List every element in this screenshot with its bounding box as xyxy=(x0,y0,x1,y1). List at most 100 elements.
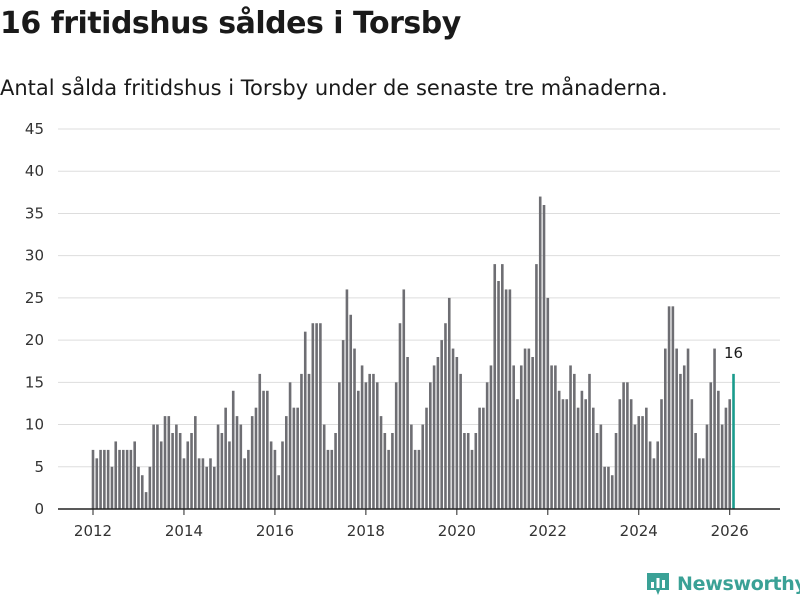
bar xyxy=(713,348,716,509)
bar xyxy=(648,441,652,509)
bar xyxy=(228,441,231,509)
bar xyxy=(493,264,497,509)
bar xyxy=(341,340,345,509)
bar xyxy=(406,357,409,509)
bar xyxy=(122,449,125,509)
y-axis-labels: 0 5 10 15 20 25 30 35 40 45 xyxy=(25,120,44,518)
bar xyxy=(633,424,637,509)
bar xyxy=(247,449,250,509)
chart-title: 16 fritidshus såldes i Torsby xyxy=(0,6,461,41)
bar xyxy=(591,407,595,509)
bar xyxy=(478,407,481,509)
bar xyxy=(387,449,390,509)
annotations: 16 xyxy=(724,344,743,362)
x-tick-label-2018: 2018 xyxy=(347,522,385,540)
bar xyxy=(266,390,269,509)
bar xyxy=(417,449,421,509)
bar xyxy=(652,458,656,509)
bar xyxy=(353,348,356,509)
bar xyxy=(303,331,307,509)
bar xyxy=(527,348,531,509)
bar xyxy=(273,449,277,509)
bar xyxy=(216,424,220,509)
bar xyxy=(334,433,337,509)
bar xyxy=(554,365,557,509)
bar xyxy=(364,382,368,509)
bar xyxy=(110,466,114,509)
y-tick-label-35: 35 xyxy=(25,204,44,222)
bar xyxy=(565,399,569,509)
y-tick-label-5: 5 xyxy=(34,458,44,476)
bar xyxy=(610,475,614,509)
y-tick-label-45: 45 xyxy=(25,120,44,138)
x-tick-label-2022: 2022 xyxy=(529,522,567,540)
bar xyxy=(167,416,171,509)
bar xyxy=(474,433,478,509)
bar xyxy=(322,424,326,509)
bar xyxy=(489,365,493,509)
bar xyxy=(190,433,193,509)
bar xyxy=(375,382,379,509)
bar xyxy=(372,373,375,509)
bar xyxy=(349,314,353,509)
bar xyxy=(421,424,425,509)
bar xyxy=(156,424,159,509)
bar xyxy=(220,433,224,509)
bar xyxy=(106,449,110,509)
bar xyxy=(728,399,732,509)
bar xyxy=(573,373,576,509)
bar xyxy=(383,433,387,509)
bar xyxy=(394,382,398,509)
bar xyxy=(379,416,383,509)
bar xyxy=(129,449,133,509)
bar xyxy=(250,416,254,509)
bar xyxy=(432,365,436,509)
bar xyxy=(485,382,489,509)
bar xyxy=(440,340,443,509)
bar xyxy=(444,323,447,509)
bar xyxy=(501,264,504,509)
bar xyxy=(277,475,281,509)
bar xyxy=(523,348,527,509)
bar xyxy=(720,424,724,509)
brand-name: Newsworthy xyxy=(677,573,800,595)
bar xyxy=(463,433,466,509)
bar xyxy=(338,382,341,509)
bar xyxy=(95,458,99,509)
bar xyxy=(663,348,667,509)
bar xyxy=(178,433,182,509)
x-axis: 2012 2014 2016 2018 2020 2022 2024 2026 xyxy=(58,508,780,540)
bar xyxy=(171,433,174,509)
newsworthy-logo-icon xyxy=(647,573,669,595)
x-tick-label-2026: 2026 xyxy=(711,522,749,540)
bar xyxy=(603,466,606,509)
bar xyxy=(588,373,591,509)
bar xyxy=(360,365,364,509)
bar xyxy=(99,449,102,509)
x-tick-label-2016: 2016 xyxy=(256,522,294,540)
bar xyxy=(686,348,690,509)
bar xyxy=(538,196,542,509)
bar xyxy=(201,458,205,509)
bar xyxy=(599,424,603,509)
bar xyxy=(133,441,136,509)
bar xyxy=(209,458,212,509)
bar xyxy=(584,399,587,509)
bar xyxy=(607,466,610,509)
bar xyxy=(531,357,534,509)
bar xyxy=(436,357,440,509)
bar xyxy=(186,441,190,509)
bar xyxy=(694,433,697,509)
y-tick-label-25: 25 xyxy=(25,289,44,307)
bar xyxy=(235,416,239,509)
bar xyxy=(140,475,144,509)
bar xyxy=(311,323,315,509)
y-tick-label-15: 15 xyxy=(25,373,44,391)
bar xyxy=(254,407,258,509)
bar xyxy=(732,373,735,509)
bar xyxy=(137,466,140,509)
bar xyxy=(398,323,402,509)
bar xyxy=(152,424,155,509)
bar xyxy=(580,390,584,509)
